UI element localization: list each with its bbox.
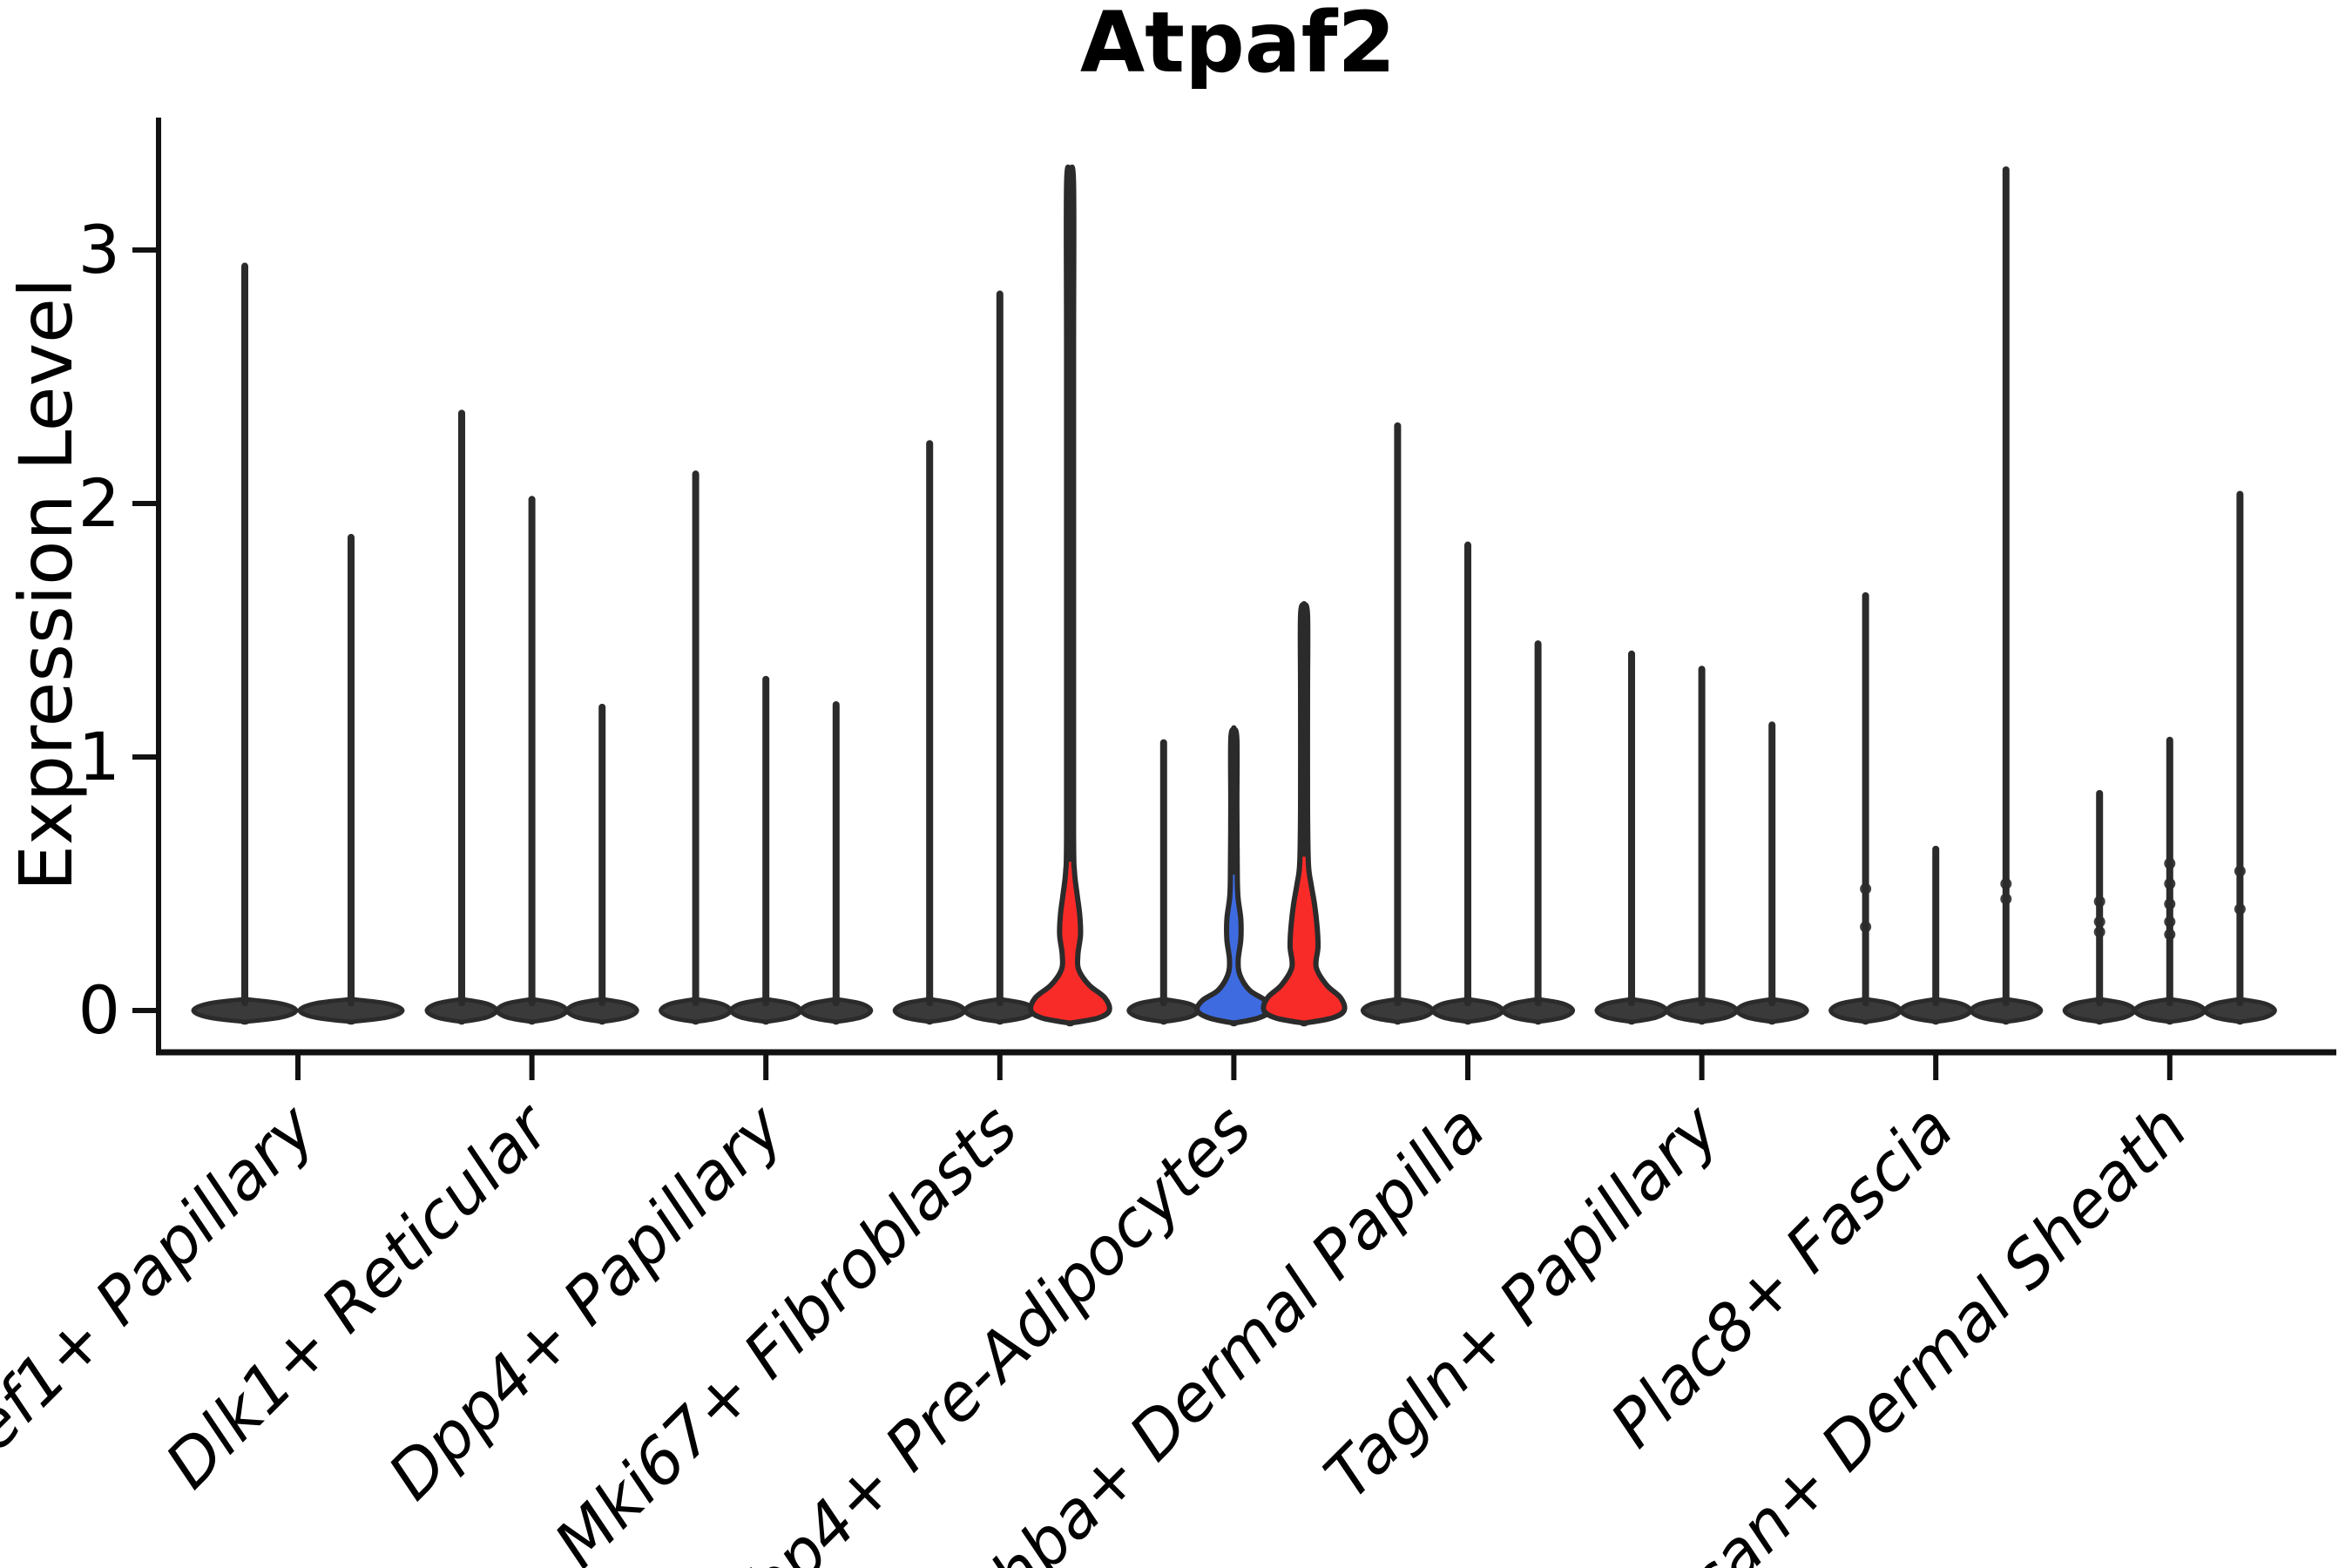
y-tick-labels: 0 1 2 3: [78, 211, 120, 1049]
axes: [132, 118, 2336, 1080]
x-tick-label: Dlk1+ Reticular: [152, 1088, 567, 1504]
x-tick-label: Lef1+ Papillary: [0, 1090, 331, 1490]
cell-point: [2164, 898, 2176, 910]
cell-point: [2164, 929, 2176, 941]
y-tick-label: 0: [78, 971, 120, 1049]
violins-group: [191, 165, 2277, 1027]
y-tick-label: 3: [78, 211, 120, 288]
chart-title: Atpaf2: [1080, 0, 1396, 91]
y-axis-label: Expression Level: [3, 278, 89, 891]
y-tick-label: 2: [78, 464, 120, 542]
cell-point: [2164, 857, 2176, 869]
x-tick-label: Dpp4+ Papillary: [375, 1090, 799, 1514]
cell-point: [2164, 878, 2176, 889]
cell-point: [2093, 926, 2105, 938]
cell-point: [2093, 916, 2105, 928]
cell-point: [2234, 865, 2246, 877]
x-tick-label: Tagln+ Papillary: [1311, 1090, 1735, 1514]
cell-point: [2000, 893, 2012, 905]
y-tick-label: 1: [78, 718, 120, 795]
cell-point: [2093, 896, 2105, 908]
cell-point: [2000, 878, 2012, 889]
cell-point: [2164, 916, 2176, 928]
cell-point: [1860, 921, 1872, 933]
cell-point: [1860, 882, 1872, 895]
cell-point: [2234, 903, 2246, 916]
x-tick-label: Mki67+ Fibroblasts: [540, 1091, 1031, 1568]
